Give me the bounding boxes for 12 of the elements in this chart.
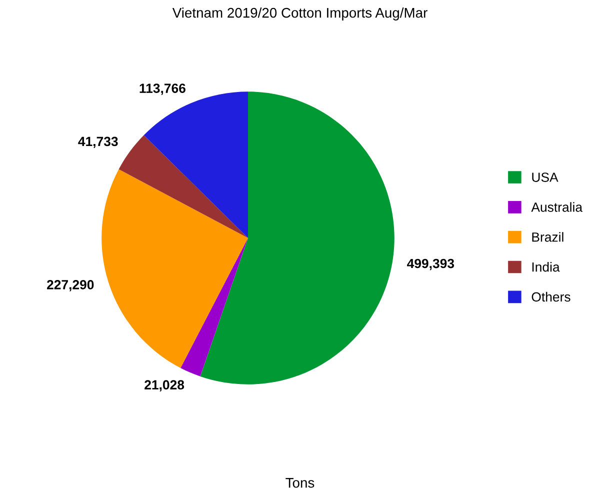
data-label: 21,028	[144, 380, 184, 392]
chart-title: Vietnam 2019/20 Cotton Imports Aug/Mar	[172, 8, 428, 20]
legend-label: India	[532, 262, 560, 272]
legend-label: Others	[532, 292, 570, 302]
data-label: 499,393	[407, 258, 454, 270]
legend-label: USA	[532, 172, 558, 182]
data-label: 227,290	[46, 280, 94, 292]
text: Tons	[286, 478, 314, 488]
legend-label: Australia	[531, 202, 583, 212]
legend-label: Brazil	[532, 232, 564, 242]
data-label: 41,733	[78, 136, 118, 148]
data-label: 113,766	[140, 84, 186, 95]
